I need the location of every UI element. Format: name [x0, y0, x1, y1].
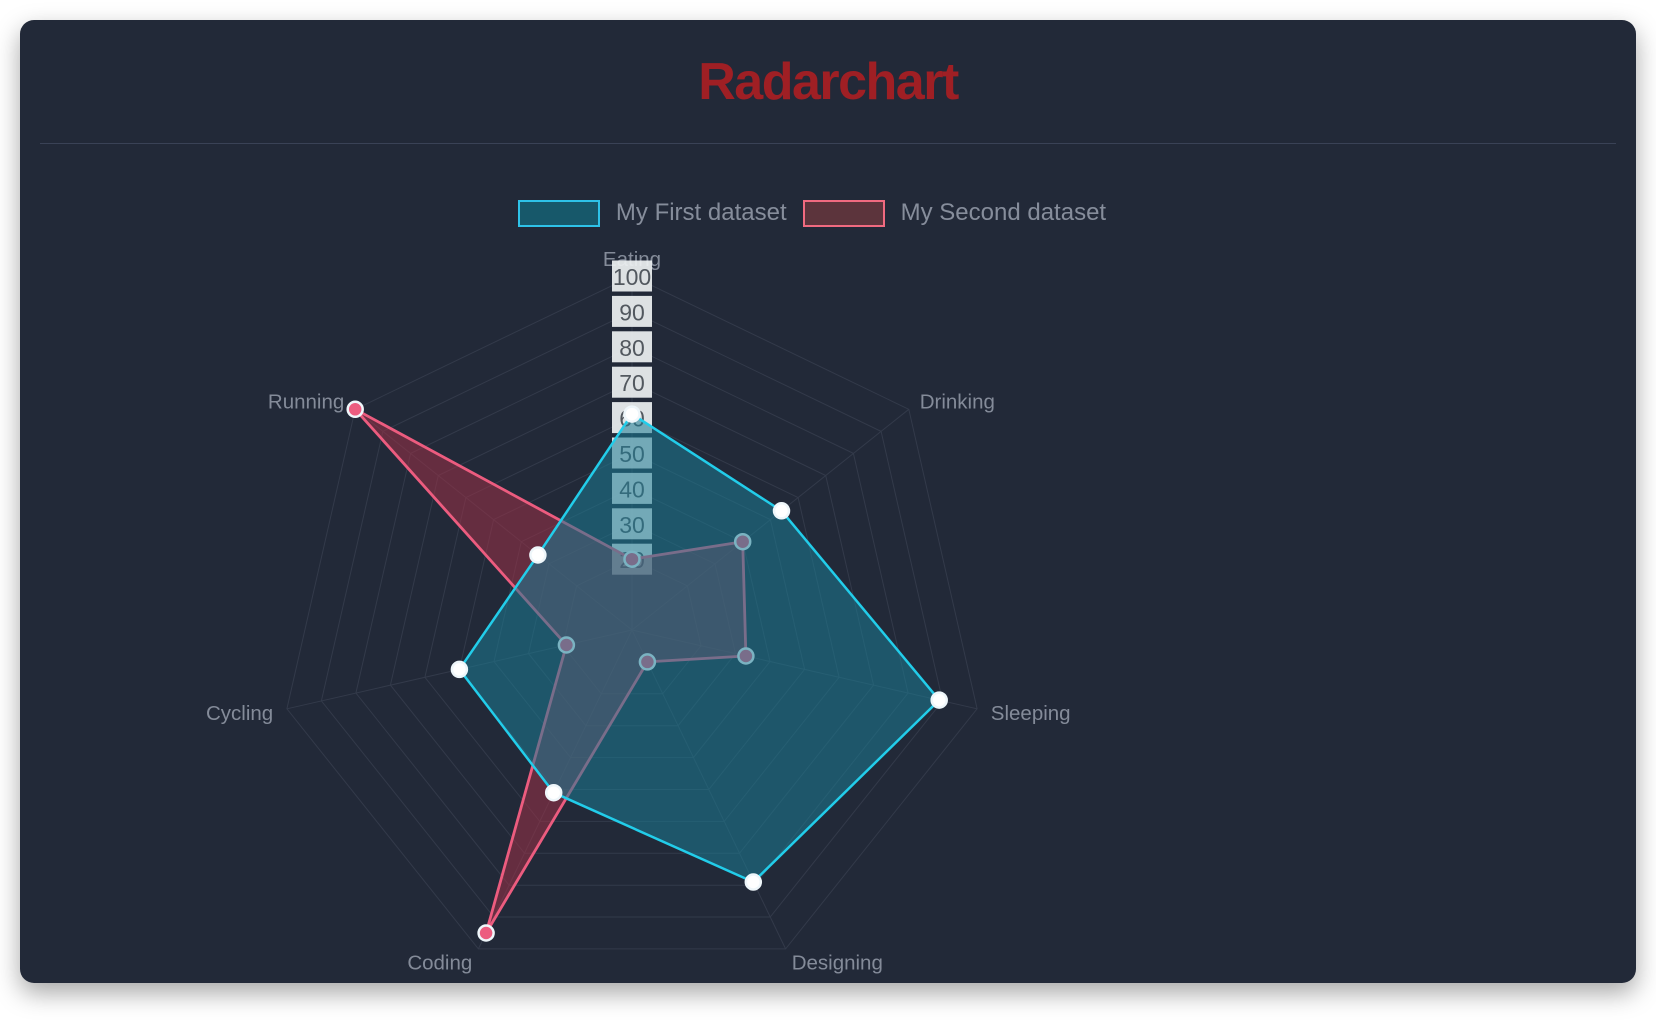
svg-text:100: 100	[613, 264, 651, 290]
svg-text:80: 80	[619, 335, 645, 361]
svg-text:Designing: Designing	[792, 952, 883, 975]
svg-text:Coding: Coding	[407, 952, 472, 975]
svg-text:Running: Running	[268, 391, 344, 414]
svg-text:Cycling: Cycling	[206, 702, 273, 725]
svg-text:90: 90	[619, 299, 645, 325]
svg-text:Drinking: Drinking	[920, 391, 995, 414]
svg-text:70: 70	[619, 370, 645, 396]
svg-text:Sleeping: Sleeping	[991, 702, 1071, 725]
